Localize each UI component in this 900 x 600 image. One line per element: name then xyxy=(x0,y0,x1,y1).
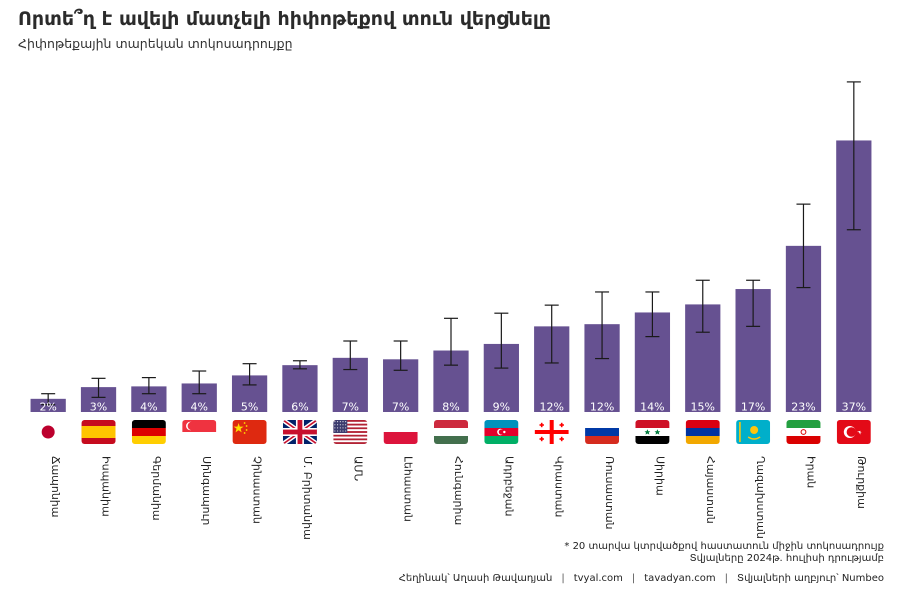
flag-usa-icon xyxy=(333,420,368,444)
category-label: Իսպանիա xyxy=(100,456,113,517)
category-label: Մ. Բրիտանիա xyxy=(301,456,314,540)
footer-separator: | xyxy=(631,573,636,584)
category-label: Ճապոնիա xyxy=(49,456,62,518)
flag-armenia-icon xyxy=(685,420,720,444)
flag-japan-icon xyxy=(31,420,66,444)
category-label: Սիրիա xyxy=(653,456,666,496)
data-label: 4% xyxy=(191,401,208,414)
note-line-2: Տվյալները 2024թ. հուլիսի դրությամբ xyxy=(689,553,884,564)
data-label: 7% xyxy=(392,401,409,414)
category-label: Ադրբեջան xyxy=(502,456,515,516)
footer-separator: | xyxy=(561,573,565,584)
flag-georgia-icon xyxy=(534,420,569,444)
chart-subtitle: Հիփոթեքային տարեկան տոկոսադրույքը xyxy=(18,36,293,51)
category-label: Լեհաստան xyxy=(402,456,415,522)
data-label: 14% xyxy=(640,401,664,414)
footer-author: Հեղինակ՝ Աղասի Թավադյան xyxy=(398,573,553,584)
data-label: 7% xyxy=(342,401,359,414)
footer-source: Տվյալների աղբյուր՝ Numbeo xyxy=(737,573,884,584)
data-label: 6% xyxy=(291,401,308,414)
flag-syria-icon xyxy=(635,420,670,444)
category-label: Ռուսաստան xyxy=(603,456,616,530)
flag-poland-icon xyxy=(383,420,418,444)
flag-turkey-icon xyxy=(836,420,871,444)
footer-separator: | xyxy=(724,573,729,584)
data-label: 4% xyxy=(140,401,157,414)
data-label: 17% xyxy=(741,401,765,414)
data-label: 5% xyxy=(241,401,258,414)
flag-russia-icon xyxy=(585,420,620,444)
data-label: 9% xyxy=(493,401,510,414)
category-label: Հունգարիա xyxy=(452,456,465,525)
flag-hungary-icon xyxy=(434,420,468,444)
category-label: Գերմանիա xyxy=(150,456,163,521)
category-label: Ղազախստան xyxy=(754,456,767,539)
category-label: Չինաստան xyxy=(251,456,264,524)
flag-spain-icon xyxy=(81,420,116,444)
flag-iran-icon xyxy=(786,420,821,444)
data-label: 15% xyxy=(691,401,715,414)
data-label: 8% xyxy=(442,401,459,414)
category-label: Հայաստան xyxy=(704,456,717,524)
flag-united-kingdom-icon xyxy=(282,420,317,444)
bar xyxy=(30,398,66,412)
note-line-1: * 20 տարվա կտրվածքով հաստատուն միջին տոկ… xyxy=(564,541,884,552)
chart-note: * 20 տարվա կտրվածքով հաստատուն միջին տոկ… xyxy=(564,541,884,565)
category-label: ԱՄՆ xyxy=(351,456,364,481)
flag-kazakhstan-icon xyxy=(736,420,771,444)
chart-footer: Հեղինակ՝ Աղասի Թավադյան | tvyal.com | tavady… xyxy=(399,573,884,584)
chart-title: Որտե՞ղ է ավելի մատչելի հիփոթեքով տուն վե… xyxy=(18,8,552,30)
data-label: 12% xyxy=(539,401,563,414)
footer-site-tvyal: tvyal.com xyxy=(573,573,623,584)
data-label: 12% xyxy=(590,401,614,414)
footer-site-tavadyan: tavadyan.com xyxy=(644,573,716,584)
bar xyxy=(282,365,318,412)
category-label: Սինգապուր xyxy=(200,456,213,525)
data-label: 37% xyxy=(842,401,866,414)
data-label: 23% xyxy=(791,401,815,414)
data-label: 3% xyxy=(90,401,107,414)
flag-china-icon xyxy=(232,420,267,444)
flag-germany-icon xyxy=(131,420,166,444)
category-label: Վրաստան xyxy=(553,456,566,517)
flag-azerbaijan-icon xyxy=(484,420,519,444)
category-label: Իրան xyxy=(804,456,817,488)
flag-singapore-icon xyxy=(182,420,217,444)
category-label: Թուրքիա xyxy=(855,456,868,509)
data-label: 2% xyxy=(39,401,56,414)
